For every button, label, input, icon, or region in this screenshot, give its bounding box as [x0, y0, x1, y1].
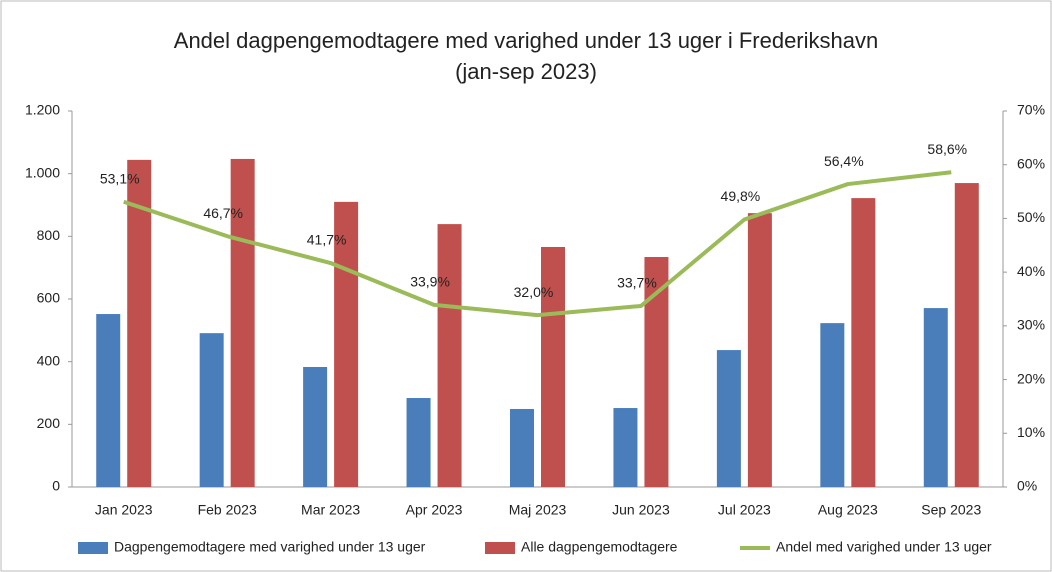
data-label: 33,9%	[410, 274, 450, 290]
data-label: 46,7%	[203, 205, 243, 221]
data-label: 53,1%	[100, 170, 140, 186]
bar	[199, 333, 224, 487]
line	[123, 170, 952, 318]
bar	[406, 398, 431, 487]
bar	[230, 158, 255, 487]
y-tick-label: 400	[37, 352, 61, 368]
y-tick-label: 800	[37, 227, 61, 243]
bar	[96, 314, 121, 487]
bar	[820, 323, 845, 487]
data-label: 49,8%	[721, 188, 761, 204]
bar	[334, 201, 359, 487]
y-tick-label: 200	[37, 415, 61, 431]
y-tick-label: 0	[52, 478, 60, 494]
bar	[127, 159, 152, 487]
bar	[716, 350, 741, 487]
legend-label: Alle dagpengemodtagere	[521, 539, 678, 555]
y2-tick-label: 10%	[1017, 424, 1045, 440]
x-tick-label: Mar 2023	[301, 502, 360, 518]
x-tick-label: Jan 2023	[95, 502, 153, 518]
data-label: 33,7%	[617, 275, 657, 291]
x-tick-label: Jul 2023	[718, 502, 771, 518]
x-tick-label: Apr 2023	[406, 502, 463, 518]
legend-swatch	[485, 542, 515, 554]
x-tick-label: Maj 2023	[509, 502, 567, 518]
data-label: 58,6%	[927, 141, 967, 157]
data-label: 41,7%	[307, 232, 347, 248]
data-label: 32,0%	[514, 284, 554, 300]
bar	[851, 198, 876, 487]
bar	[437, 224, 462, 487]
x-tick-label: Feb 2023	[198, 502, 257, 518]
legend-label: Dagpengemodtagere med varighed under 13 …	[114, 539, 426, 555]
legend-swatch	[78, 542, 108, 554]
y-tick-label: 600	[37, 290, 61, 306]
y-tick-label: 1.200	[25, 102, 60, 118]
y2-tick-label: 0%	[1017, 478, 1037, 494]
y2-tick-label: 70%	[1017, 102, 1045, 118]
bar	[747, 213, 772, 487]
y-tick-label: 1.000	[25, 164, 60, 180]
y2-tick-label: 60%	[1017, 155, 1045, 171]
bar	[510, 408, 534, 487]
bar	[923, 308, 948, 487]
chart-subtitle: (jan-sep 2023)	[455, 59, 597, 84]
legend-label: Andel med varighed under 13 uger	[776, 539, 992, 555]
y2-tick-label: 50%	[1017, 209, 1045, 225]
bar	[954, 183, 979, 488]
bar	[613, 408, 638, 487]
bar	[303, 366, 328, 487]
data-label: 56,4%	[824, 153, 864, 169]
bar	[541, 246, 565, 487]
chart-title: Andel dagpengemodtagere med varighed und…	[174, 28, 878, 53]
x-tick-label: Aug 2023	[818, 502, 878, 518]
x-tick-label: Sep 2023	[921, 502, 981, 518]
x-tick-label: Jun 2023	[612, 502, 670, 518]
y2-tick-label: 30%	[1017, 317, 1045, 333]
y2-tick-label: 40%	[1017, 263, 1045, 279]
y2-tick-label: 20%	[1017, 370, 1045, 386]
